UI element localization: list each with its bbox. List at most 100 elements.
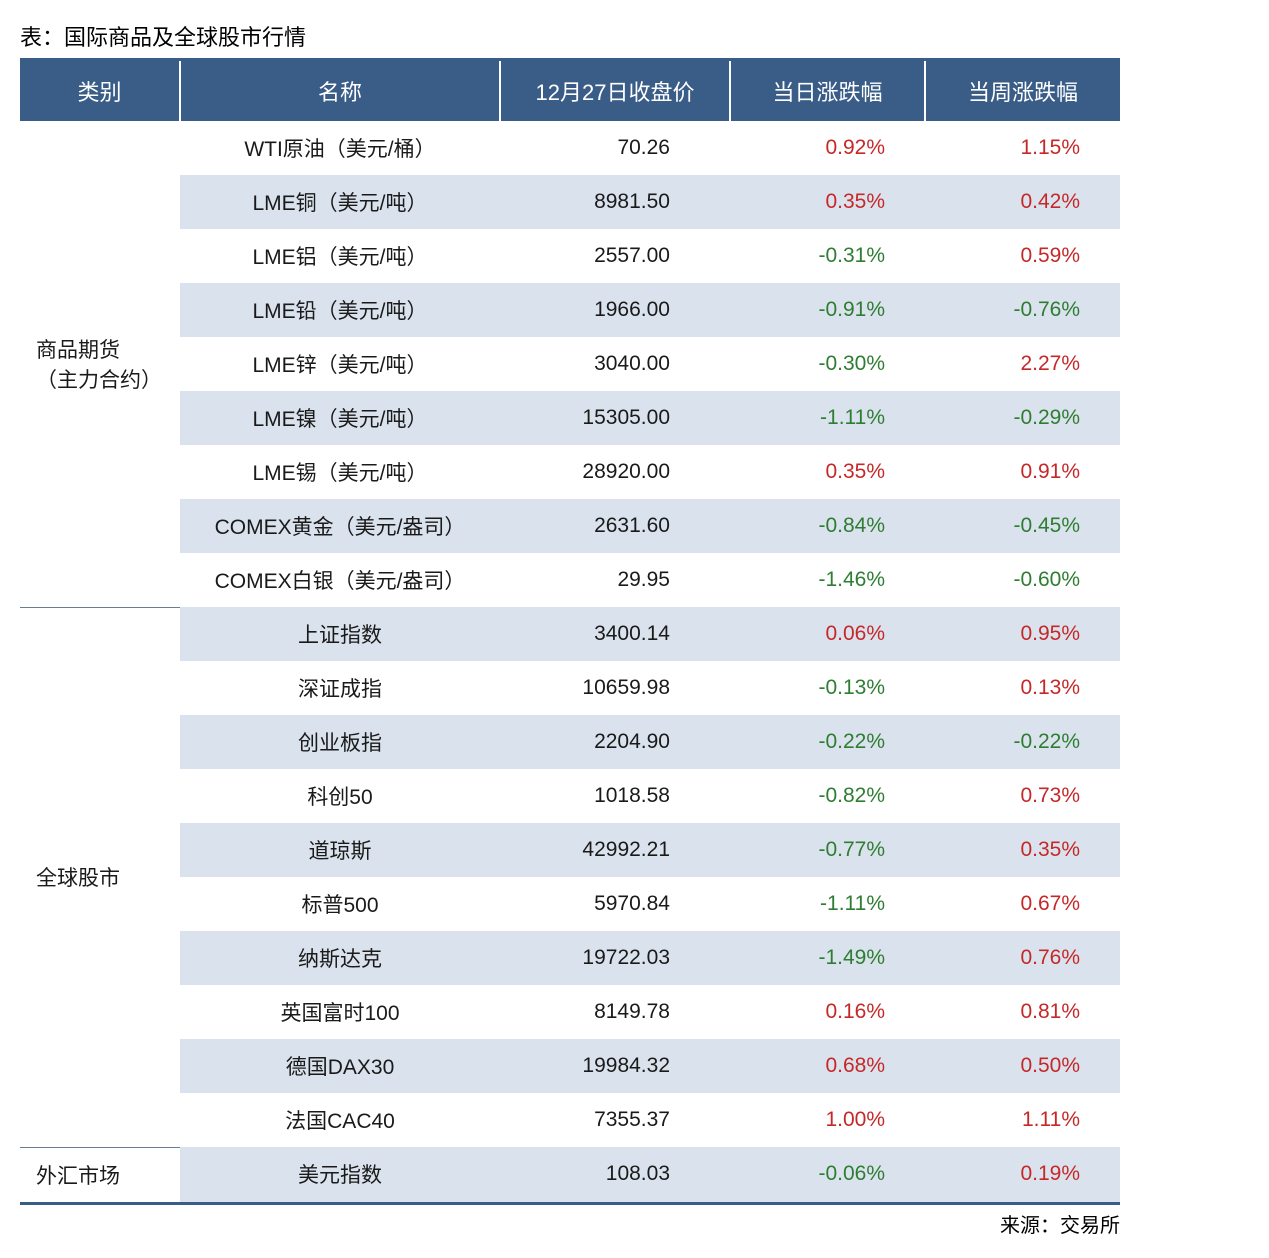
close-cell: 2631.60	[500, 499, 730, 553]
weekly-change-cell: -0.29%	[925, 391, 1120, 445]
name-cell: LME锌（美元/吨）	[180, 337, 500, 391]
close-cell: 70.26	[500, 121, 730, 175]
table-body: 商品期货（主力合约）WTI原油（美元/桶）70.260.92%1.15%LME铜…	[20, 121, 1120, 1203]
category-cell: 全球股市	[20, 607, 180, 1147]
name-cell: 道琼斯	[180, 823, 500, 877]
close-cell: 29.95	[500, 553, 730, 607]
close-cell: 7355.37	[500, 1093, 730, 1147]
weekly-change-cell: -0.45%	[925, 499, 1120, 553]
close-cell: 42992.21	[500, 823, 730, 877]
close-cell: 2557.00	[500, 229, 730, 283]
name-cell: 法国CAC40	[180, 1093, 500, 1147]
table-row: 纳斯达克19722.03-1.49%0.76%	[20, 931, 1120, 985]
close-cell: 10659.98	[500, 661, 730, 715]
table-row: 德国DAX3019984.320.68%0.50%	[20, 1039, 1120, 1093]
weekly-change-cell: 0.13%	[925, 661, 1120, 715]
table-source: 来源：交易所	[20, 1209, 1120, 1238]
close-cell: 2204.90	[500, 715, 730, 769]
table-row: COMEX白银（美元/盎司）29.95-1.46%-0.60%	[20, 553, 1120, 607]
daily-change-cell: -0.82%	[730, 769, 925, 823]
daily-change-cell: 0.92%	[730, 121, 925, 175]
name-cell: 纳斯达克	[180, 931, 500, 985]
table-row: 商品期货（主力合约）WTI原油（美元/桶）70.260.92%1.15%	[20, 121, 1120, 175]
daily-change-cell: -1.49%	[730, 931, 925, 985]
name-cell: 标普500	[180, 877, 500, 931]
close-cell: 3400.14	[500, 607, 730, 661]
weekly-change-cell: 1.15%	[925, 121, 1120, 175]
weekly-change-cell: 2.27%	[925, 337, 1120, 391]
name-cell: 美元指数	[180, 1147, 500, 1203]
name-cell: COMEX黄金（美元/盎司）	[180, 499, 500, 553]
weekly-change-cell: 0.67%	[925, 877, 1120, 931]
name-cell: 德国DAX30	[180, 1039, 500, 1093]
close-cell: 8981.50	[500, 175, 730, 229]
table-row: 全球股市上证指数3400.140.06%0.95%	[20, 607, 1120, 661]
daily-change-cell: 1.00%	[730, 1093, 925, 1147]
daily-change-cell: -0.31%	[730, 229, 925, 283]
col-header-category: 类别	[20, 60, 180, 122]
market-table: 类别 名称 12月27日收盘价 当日涨跌幅 当周涨跌幅 商品期货（主力合约）WT…	[20, 58, 1120, 1205]
name-cell: LME铅（美元/吨）	[180, 283, 500, 337]
name-cell: 创业板指	[180, 715, 500, 769]
daily-change-cell: -0.30%	[730, 337, 925, 391]
close-cell: 1966.00	[500, 283, 730, 337]
table-row: 英国富时1008149.780.16%0.81%	[20, 985, 1120, 1039]
close-cell: 19984.32	[500, 1039, 730, 1093]
name-cell: 深证成指	[180, 661, 500, 715]
daily-change-cell: -1.11%	[730, 877, 925, 931]
daily-change-cell: -0.84%	[730, 499, 925, 553]
weekly-change-cell: 0.50%	[925, 1039, 1120, 1093]
category-cell: 商品期货（主力合约）	[20, 121, 180, 607]
weekly-change-cell: 0.73%	[925, 769, 1120, 823]
col-header-weekly: 当周涨跌幅	[925, 60, 1120, 122]
weekly-change-cell: -0.22%	[925, 715, 1120, 769]
table-row: 外汇市场美元指数108.03-0.06%0.19%	[20, 1147, 1120, 1203]
name-cell: 上证指数	[180, 607, 500, 661]
table-row: LME铅（美元/吨）1966.00-0.91%-0.76%	[20, 283, 1120, 337]
table-header-row: 类别 名称 12月27日收盘价 当日涨跌幅 当周涨跌幅	[20, 60, 1120, 122]
close-cell: 3040.00	[500, 337, 730, 391]
table-row: 法国CAC407355.371.00%1.11%	[20, 1093, 1120, 1147]
daily-change-cell: -1.46%	[730, 553, 925, 607]
close-cell: 15305.00	[500, 391, 730, 445]
daily-change-cell: -0.22%	[730, 715, 925, 769]
daily-change-cell: 0.68%	[730, 1039, 925, 1093]
table-row: COMEX黄金（美元/盎司）2631.60-0.84%-0.45%	[20, 499, 1120, 553]
weekly-change-cell: 0.42%	[925, 175, 1120, 229]
daily-change-cell: -0.06%	[730, 1147, 925, 1203]
daily-change-cell: -0.13%	[730, 661, 925, 715]
table-row: 深证成指10659.98-0.13%0.13%	[20, 661, 1120, 715]
daily-change-cell: 0.16%	[730, 985, 925, 1039]
name-cell: 英国富时100	[180, 985, 500, 1039]
name-cell: COMEX白银（美元/盎司）	[180, 553, 500, 607]
table-title: 表：国际商品及全球股市行情	[20, 20, 1120, 52]
close-cell: 28920.00	[500, 445, 730, 499]
daily-change-cell: 0.35%	[730, 175, 925, 229]
daily-change-cell: -1.11%	[730, 391, 925, 445]
table-row: LME镍（美元/吨）15305.00-1.11%-0.29%	[20, 391, 1120, 445]
table-row: LME锌（美元/吨）3040.00-0.30%2.27%	[20, 337, 1120, 391]
table-row: 创业板指2204.90-0.22%-0.22%	[20, 715, 1120, 769]
weekly-change-cell: 0.95%	[925, 607, 1120, 661]
weekly-change-cell: 0.19%	[925, 1147, 1120, 1203]
name-cell: LME镍（美元/吨）	[180, 391, 500, 445]
col-header-name: 名称	[180, 60, 500, 122]
close-cell: 108.03	[500, 1147, 730, 1203]
weekly-change-cell: 1.11%	[925, 1093, 1120, 1147]
category-cell: 外汇市场	[20, 1147, 180, 1203]
weekly-change-cell: -0.60%	[925, 553, 1120, 607]
col-header-close: 12月27日收盘价	[500, 60, 730, 122]
table-row: LME铝（美元/吨）2557.00-0.31%0.59%	[20, 229, 1120, 283]
close-cell: 5970.84	[500, 877, 730, 931]
weekly-change-cell: 0.76%	[925, 931, 1120, 985]
weekly-change-cell: 0.81%	[925, 985, 1120, 1039]
name-cell: LME铜（美元/吨）	[180, 175, 500, 229]
weekly-change-cell: 0.35%	[925, 823, 1120, 877]
name-cell: WTI原油（美元/桶）	[180, 121, 500, 175]
close-cell: 8149.78	[500, 985, 730, 1039]
daily-change-cell: 0.35%	[730, 445, 925, 499]
weekly-change-cell: 0.59%	[925, 229, 1120, 283]
table-row: 科创501018.58-0.82%0.73%	[20, 769, 1120, 823]
table-row: 道琼斯42992.21-0.77%0.35%	[20, 823, 1120, 877]
daily-change-cell: -0.77%	[730, 823, 925, 877]
